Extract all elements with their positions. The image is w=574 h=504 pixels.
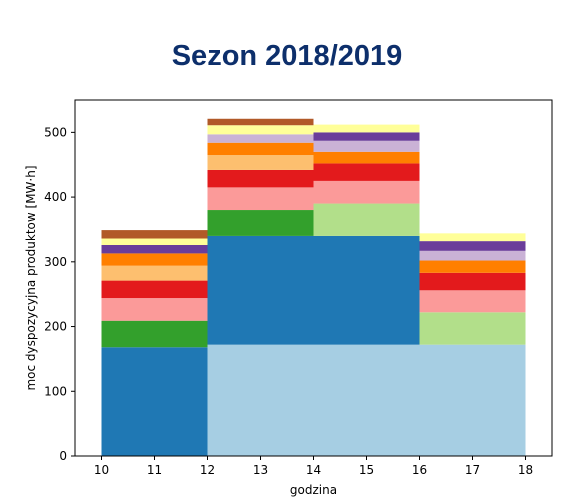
x-tick-label: 17: [465, 463, 480, 477]
y-tick-label: 200: [44, 320, 67, 334]
bar-2-segment-0: [313, 344, 420, 456]
x-tick-label: 14: [306, 463, 321, 477]
bar-3-segment-2: [419, 290, 526, 313]
bar-2-segment-6: [313, 140, 420, 152]
y-tick-label: 100: [44, 384, 67, 398]
x-axis-label: godzina: [290, 483, 337, 497]
bar-0-segment-5: [101, 253, 208, 266]
bar-3-segment-7: [419, 233, 526, 242]
x-tick-label: 18: [518, 463, 533, 477]
bars-group: [101, 118, 526, 456]
chart-title: Sezon 2018/2019: [171, 40, 403, 72]
bar-2-segment-2: [313, 203, 420, 236]
x-tick-label: 11: [147, 463, 162, 477]
bar-1-segment-0: [207, 344, 314, 456]
bar-3-segment-0: [419, 344, 526, 456]
y-ticks: 0 100 200 300 400 500: [44, 125, 75, 463]
bar-0-segment-0: [101, 347, 208, 456]
y-axis-label: moc dyspozycyjna produktow [MW·h]: [24, 165, 38, 390]
bar-1-segment-9: [207, 118, 314, 126]
y-tick-label: 0: [59, 449, 67, 463]
bar-2-segment-1: [313, 235, 420, 345]
bar-3-segment-1: [419, 312, 526, 345]
x-tick-label: 12: [200, 463, 215, 477]
x-tick-label: 10: [94, 463, 109, 477]
bar-0-segment-3: [101, 280, 208, 299]
bar-2-segment-4: [313, 163, 420, 181]
bar-0-segment-7: [101, 238, 208, 245]
bar-1-segment-4: [207, 169, 314, 188]
bar-1-segment-7: [207, 134, 314, 143]
bar-2-segment-3: [313, 180, 420, 204]
x-ticks: 10 11 12 13 14 15 16 17 18: [94, 456, 533, 477]
bar-3-segment-4: [419, 260, 526, 273]
bar-1-segment-8: [207, 125, 314, 135]
bar-3-segment-6: [419, 241, 526, 251]
bar-1-segment-2: [207, 210, 314, 236]
bar-1-segment-6: [207, 142, 314, 156]
bar-3-segment-5: [419, 250, 526, 261]
bar-2-segment-8: [313, 124, 420, 133]
bar-1-segment-5: [207, 155, 314, 170]
x-tick-label: 15: [359, 463, 374, 477]
bar-1-segment-1: [207, 235, 314, 345]
bar-0-segment-2: [101, 298, 208, 321]
bar-0-segment-4: [101, 265, 208, 281]
y-tick-label: 400: [44, 190, 67, 204]
bar-2-segment-7: [313, 132, 420, 141]
y-tick-label: 500: [44, 125, 67, 139]
bar-3-segment-3: [419, 272, 526, 291]
x-tick-label: 16: [412, 463, 427, 477]
bar-1-segment-3: [207, 187, 314, 211]
x-tick-label: 13: [253, 463, 268, 477]
bar-0-segment-6: [101, 244, 208, 254]
bar-0-segment-8: [101, 230, 208, 239]
bar-2-segment-5: [313, 151, 420, 164]
y-tick-label: 300: [44, 255, 67, 269]
bar-0-segment-1: [101, 320, 208, 348]
